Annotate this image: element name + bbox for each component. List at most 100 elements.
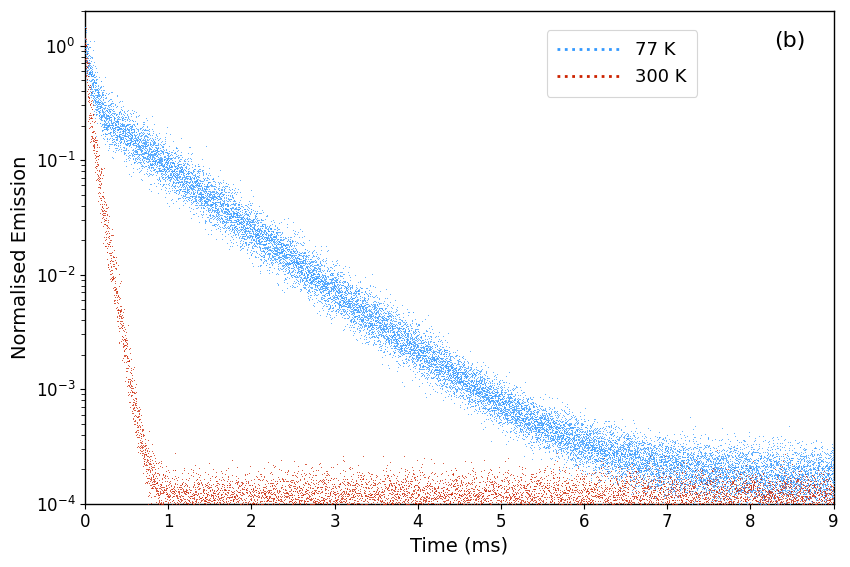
Point (374, 303, 388, 312)
Point (608, 510, 621, 519)
Point (503, 399, 517, 408)
Point (518, 400, 531, 409)
Point (722, 476, 736, 485)
Point (316, 279, 330, 288)
Point (309, 478, 323, 487)
Point (332, 301, 346, 310)
Point (770, 493, 784, 502)
Point (568, 485, 581, 494)
Point (338, 301, 352, 310)
Point (536, 434, 550, 443)
Point (571, 510, 585, 519)
Point (626, 504, 640, 513)
Point (264, 223, 278, 232)
Point (280, 493, 293, 502)
Point (757, 468, 771, 477)
Point (822, 489, 836, 498)
Point (692, 445, 706, 454)
Point (169, 490, 183, 500)
Point (304, 271, 318, 280)
Point (495, 502, 508, 511)
Point (493, 390, 507, 399)
Point (817, 500, 830, 509)
Point (803, 489, 817, 498)
Point (680, 479, 694, 488)
Point (99, 113, 112, 122)
Point (237, 216, 251, 225)
Point (592, 491, 606, 500)
Point (570, 435, 583, 444)
Point (548, 445, 562, 454)
Point (431, 336, 445, 345)
Point (683, 477, 697, 486)
Point (586, 438, 599, 447)
Point (672, 466, 685, 475)
Point (614, 442, 627, 451)
Point (132, 415, 145, 424)
Point (360, 289, 373, 298)
Point (563, 493, 576, 502)
Point (167, 149, 181, 158)
Point (269, 225, 282, 234)
Point (502, 379, 516, 388)
Point (588, 464, 602, 473)
Point (587, 484, 601, 493)
Point (130, 149, 144, 158)
Point (349, 475, 363, 484)
Point (543, 437, 557, 446)
Point (377, 296, 391, 305)
Point (170, 185, 184, 194)
Point (354, 310, 368, 319)
Point (348, 293, 361, 302)
Point (512, 421, 525, 430)
Point (270, 235, 284, 244)
Point (300, 510, 314, 519)
Point (287, 248, 301, 257)
Point (627, 487, 641, 496)
Point (445, 359, 459, 368)
Point (370, 483, 383, 492)
Point (259, 211, 273, 221)
Point (289, 277, 303, 286)
Point (576, 466, 590, 475)
Point (302, 268, 315, 277)
Point (658, 443, 672, 452)
Point (89, 162, 103, 171)
Point (499, 473, 513, 483)
Point (751, 488, 765, 497)
Point (746, 475, 760, 484)
Point (580, 433, 593, 442)
Point (573, 474, 586, 483)
Point (348, 309, 361, 318)
Point (269, 233, 282, 242)
Point (394, 351, 407, 360)
Point (456, 360, 470, 369)
Point (424, 499, 438, 508)
Point (484, 502, 498, 511)
Point (439, 359, 453, 369)
Point (80, 42, 94, 51)
Point (368, 503, 382, 513)
Point (685, 472, 699, 481)
Point (625, 510, 638, 519)
Point (359, 301, 372, 310)
Point (629, 494, 643, 503)
Point (118, 116, 132, 125)
Point (585, 484, 598, 493)
Point (575, 447, 588, 456)
Point (295, 269, 309, 278)
Point (217, 191, 230, 200)
Point (794, 493, 808, 502)
Point (697, 468, 711, 477)
Point (632, 466, 646, 475)
Point (354, 319, 368, 328)
Point (147, 165, 161, 174)
Point (561, 399, 575, 408)
Point (753, 477, 767, 486)
Point (706, 463, 720, 472)
Point (90, 103, 104, 112)
Point (480, 502, 494, 511)
Point (174, 491, 188, 500)
Point (283, 238, 297, 247)
Point (298, 280, 311, 289)
